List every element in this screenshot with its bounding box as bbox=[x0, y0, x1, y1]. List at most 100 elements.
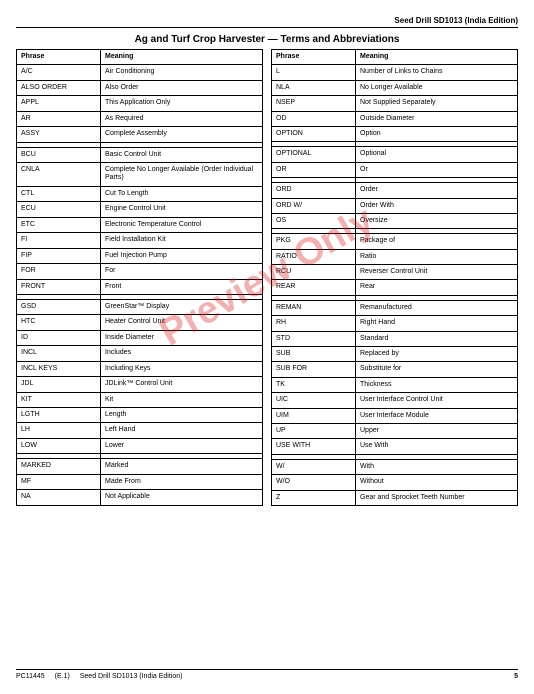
phrase-cell: INCL KEYS bbox=[17, 361, 101, 376]
phrase-cell: BCU bbox=[17, 147, 101, 162]
meaning-cell: Order With bbox=[356, 198, 518, 213]
table-row: W/OWithout bbox=[272, 475, 518, 490]
table-row: GSDGreenStar™ Display bbox=[17, 299, 263, 314]
phrase-cell: FIP bbox=[17, 248, 101, 263]
phrase-cell: ECU bbox=[17, 202, 101, 217]
phrase-cell: MF bbox=[17, 474, 101, 489]
terms-table-left: Phrase Meaning A/CAir ConditioningALSO O… bbox=[16, 49, 263, 506]
meaning-cell: Field Installation Kit bbox=[101, 233, 263, 248]
table-row: INCL KEYSIncluding Keys bbox=[17, 361, 263, 376]
table-row: PKGPackage of bbox=[272, 234, 518, 249]
table-row: A/CAir Conditioning bbox=[17, 65, 263, 80]
meaning-cell: Length bbox=[101, 408, 263, 423]
meaning-cell: Left Hand bbox=[101, 423, 263, 438]
meaning-cell: With bbox=[356, 459, 518, 474]
footer-page: 5 bbox=[514, 673, 518, 680]
table-row: ORDOrder bbox=[272, 183, 518, 198]
phrase-cell: REMAN bbox=[272, 300, 356, 315]
phrase-cell: RH bbox=[272, 316, 356, 331]
phrase-cell: FOR bbox=[17, 264, 101, 279]
col-header-phrase: Phrase bbox=[272, 50, 356, 65]
table-row: MFMade From bbox=[17, 474, 263, 489]
meaning-cell: Remanufactured bbox=[356, 300, 518, 315]
meaning-cell: Standard bbox=[356, 331, 518, 346]
meaning-cell: Reverser Control Unit bbox=[356, 265, 518, 280]
phrase-cell: L bbox=[272, 65, 356, 80]
meaning-cell: User Interface Module bbox=[356, 408, 518, 423]
col-header-meaning: Meaning bbox=[101, 50, 263, 65]
meaning-cell: JDLink™ Control Unit bbox=[101, 377, 263, 392]
phrase-cell: CNLA bbox=[17, 163, 101, 187]
phrase-cell: JDL bbox=[17, 377, 101, 392]
page-title: Ag and Turf Crop Harvester — Terms and A… bbox=[16, 34, 518, 45]
meaning-cell: Basic Control Unit bbox=[101, 147, 263, 162]
phrase-cell: OPTIONAL bbox=[272, 147, 356, 162]
phrase-cell: OS bbox=[272, 213, 356, 228]
phrase-cell: UIM bbox=[272, 408, 356, 423]
phrase-cell: OPTION bbox=[272, 126, 356, 141]
table-row: APPLThis Application Only bbox=[17, 96, 263, 111]
meaning-cell: Inside Diameter bbox=[101, 330, 263, 345]
meaning-cell: Package of bbox=[356, 234, 518, 249]
phrase-cell: SUB bbox=[272, 347, 356, 362]
table-row: KITKit bbox=[17, 392, 263, 407]
phrase-cell: NA bbox=[17, 490, 101, 506]
table-row: OSOversize bbox=[272, 213, 518, 228]
phrase-cell: OD bbox=[272, 111, 356, 126]
table-row: LGTHLength bbox=[17, 408, 263, 423]
header-doc-title: Seed Drill SD1013 (India Edition) bbox=[16, 16, 518, 28]
meaning-cell: Also Order bbox=[101, 80, 263, 95]
meaning-cell: Without bbox=[356, 475, 518, 490]
phrase-cell: UIC bbox=[272, 393, 356, 408]
meaning-cell: This Application Only bbox=[101, 96, 263, 111]
table-row: RCUReverser Control Unit bbox=[272, 265, 518, 280]
phrase-cell: CTL bbox=[17, 186, 101, 201]
table-row: REMANRemanufactured bbox=[272, 300, 518, 315]
table-row: CTLCut To Length bbox=[17, 186, 263, 201]
table-row: BCUBasic Control Unit bbox=[17, 147, 263, 162]
meaning-cell: Number of Links to Chains bbox=[356, 65, 518, 80]
footer-name: Seed Drill SD1013 (India Edition) bbox=[80, 673, 183, 680]
meaning-cell: Complete No Longer Available (Order Indi… bbox=[101, 163, 263, 187]
meaning-cell: Or bbox=[356, 162, 518, 177]
table-row: STDStandard bbox=[272, 331, 518, 346]
col-header-phrase: Phrase bbox=[17, 50, 101, 65]
meaning-cell: User Interface Control Unit bbox=[356, 393, 518, 408]
phrase-cell: HTC bbox=[17, 315, 101, 330]
table-row: FIPFuel Injection Pump bbox=[17, 248, 263, 263]
meaning-cell: Upper bbox=[356, 423, 518, 438]
meaning-cell: Use With bbox=[356, 439, 518, 454]
table-row: RATIORatio bbox=[272, 249, 518, 264]
table-row: FORFor bbox=[17, 264, 263, 279]
table-row: ORD W/Order With bbox=[272, 198, 518, 213]
phrase-cell: NSEP bbox=[272, 96, 356, 111]
meaning-cell: Fuel Injection Pump bbox=[101, 248, 263, 263]
footer-code: PC11445 bbox=[16, 673, 45, 680]
phrase-cell: RATIO bbox=[272, 249, 356, 264]
table-row: IDInside Diameter bbox=[17, 330, 263, 345]
meaning-cell: Substitute for bbox=[356, 362, 518, 377]
table-row: NSEPNot Supplied Separately bbox=[272, 96, 518, 111]
meaning-cell: For bbox=[101, 264, 263, 279]
phrase-cell: Z bbox=[272, 490, 356, 505]
meaning-cell: Oversize bbox=[356, 213, 518, 228]
meaning-cell: Optional bbox=[356, 147, 518, 162]
footer-rev: (E.1) bbox=[55, 673, 70, 680]
phrase-cell: W/ bbox=[272, 459, 356, 474]
table-row: HTCHeater Control Unit bbox=[17, 315, 263, 330]
table-row: ARAs Required bbox=[17, 111, 263, 126]
phrase-cell: LH bbox=[17, 423, 101, 438]
phrase-cell: FI bbox=[17, 233, 101, 248]
table-row: LOWLower bbox=[17, 438, 263, 453]
table-row: LNumber of Links to Chains bbox=[272, 65, 518, 80]
table-row: MARKEDMarked bbox=[17, 459, 263, 474]
phrase-cell: ORD bbox=[272, 183, 356, 198]
meaning-cell: Ratio bbox=[356, 249, 518, 264]
phrase-cell: INCL bbox=[17, 346, 101, 361]
meaning-cell: Kit bbox=[101, 392, 263, 407]
meaning-cell: Air Conditioning bbox=[101, 65, 263, 80]
meaning-cell: Right Hand bbox=[356, 316, 518, 331]
meaning-cell: Made From bbox=[101, 474, 263, 489]
table-row: FIField Installation Kit bbox=[17, 233, 263, 248]
table-row: ZGear and Sprocket Teeth Number bbox=[272, 490, 518, 505]
